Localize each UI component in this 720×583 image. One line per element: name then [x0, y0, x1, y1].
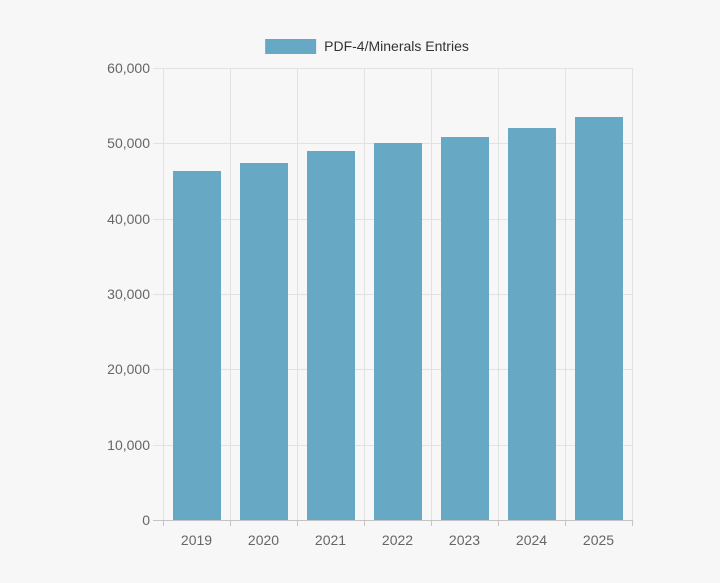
gridline-horizontal	[153, 68, 632, 69]
legend-swatch	[265, 38, 317, 54]
gridline-vertical	[364, 68, 365, 520]
bar-2022[interactable]	[373, 143, 422, 520]
x-axis-label-2023: 2023	[448, 532, 481, 548]
y-axis-tick-label: 50,000	[107, 135, 150, 152]
x-axis-tick	[297, 520, 298, 526]
bar-2024[interactable]	[507, 128, 556, 520]
bar-2019[interactable]	[172, 171, 221, 520]
x-axis-label-2021: 2021	[314, 532, 347, 548]
gridline-vertical	[163, 68, 164, 520]
x-axis-tick	[632, 520, 633, 526]
y-axis-tick-label: 20,000	[107, 361, 150, 378]
y-axis-tick-label: 30,000	[107, 286, 150, 302]
bar-2020[interactable]	[239, 162, 288, 520]
x-axis-line	[153, 520, 632, 521]
gridline-vertical	[498, 68, 499, 520]
x-axis-label-2020: 2020	[247, 532, 280, 548]
x-axis-tick	[565, 520, 566, 526]
x-axis-label-2022: 2022	[381, 532, 414, 548]
gridline-vertical	[230, 68, 231, 520]
x-axis-tick	[431, 520, 432, 526]
y-axis-tick-label: 10,000	[107, 436, 150, 453]
bar-2021[interactable]	[306, 150, 355, 520]
y-axis-tick-label: 40,000	[107, 210, 150, 227]
x-axis-label-2025: 2025	[582, 532, 615, 548]
gridline-vertical	[632, 68, 633, 520]
legend-label: PDF-4/Minerals Entries	[324, 38, 469, 54]
y-axis-tick-label: 60,000	[107, 60, 150, 76]
legend-item[interactable]: PDF-4/Minerals Entries	[265, 38, 469, 54]
bar-2025[interactable]	[574, 116, 623, 520]
x-axis-tick	[498, 520, 499, 526]
x-axis-label-2024: 2024	[515, 532, 548, 548]
x-axis-tick	[163, 520, 164, 526]
bar-2023[interactable]	[440, 136, 489, 520]
x-axis-label-2019: 2019	[180, 532, 213, 548]
y-axis-tick-label: 0	[142, 512, 150, 528]
x-axis-tick	[230, 520, 231, 526]
gridline-vertical	[565, 68, 566, 520]
gridline-vertical	[297, 68, 298, 520]
x-axis-tick	[364, 520, 365, 526]
gridline-vertical	[431, 68, 432, 520]
